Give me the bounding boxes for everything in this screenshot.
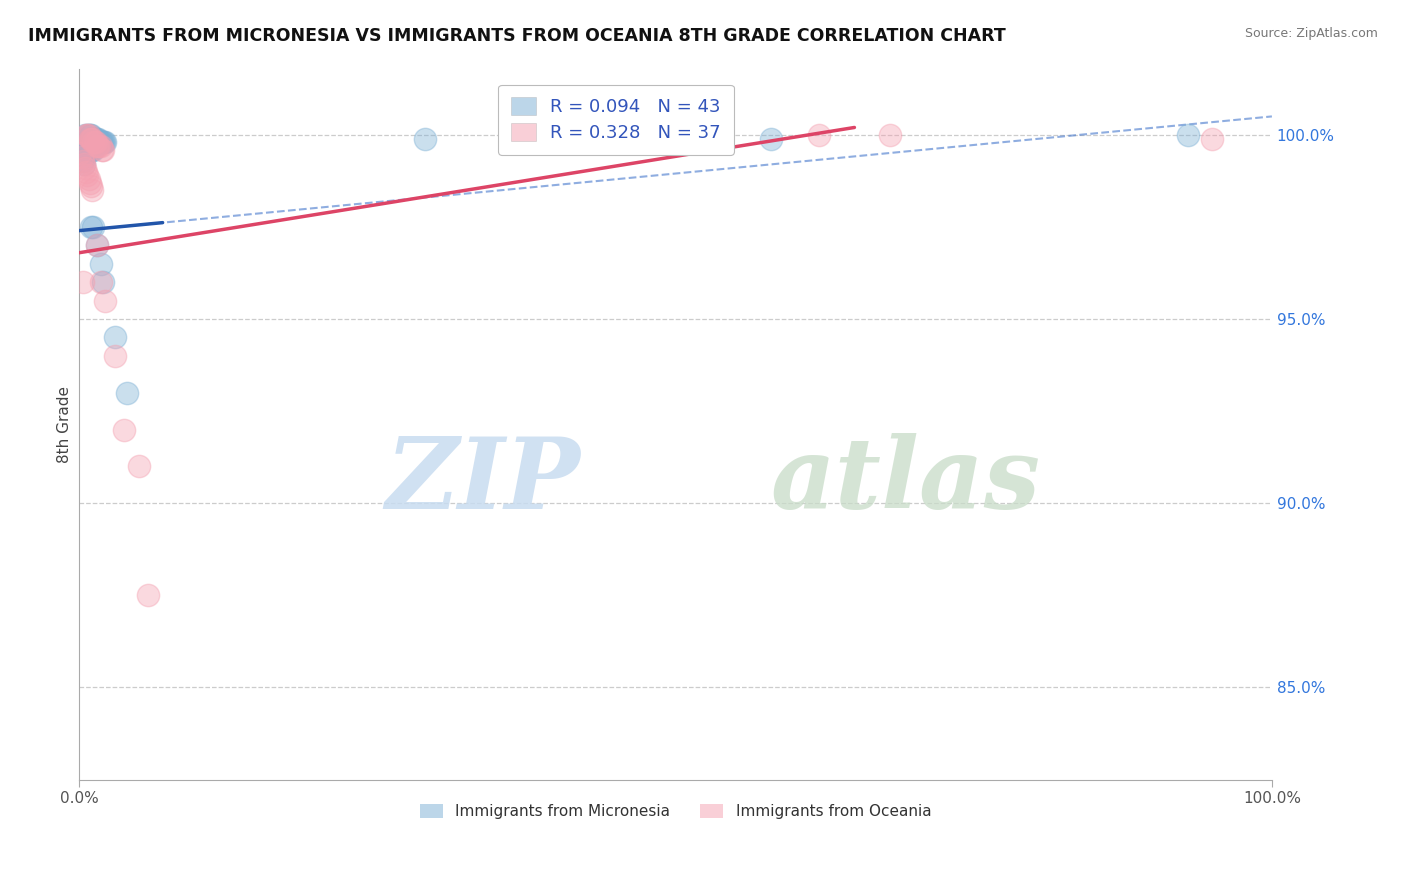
Point — [72, 139, 94, 153]
Point — [75, 161, 97, 175]
Point — [75, 128, 97, 142]
Text: atlas: atlas — [770, 433, 1040, 529]
Point — [91, 143, 114, 157]
Point — [104, 330, 127, 344]
Point — [82, 131, 104, 145]
Point — [82, 143, 104, 157]
Point — [79, 131, 101, 145]
Point — [69, 146, 91, 161]
Point — [82, 219, 104, 234]
Point — [128, 459, 150, 474]
Point — [82, 131, 104, 145]
Point — [91, 275, 114, 289]
Point — [89, 135, 111, 149]
Point — [77, 128, 100, 142]
Point — [879, 128, 901, 142]
Text: Source: ZipAtlas.com: Source: ZipAtlas.com — [1244, 27, 1378, 40]
Point — [94, 293, 117, 308]
Point — [104, 349, 127, 363]
Point — [413, 131, 436, 145]
Point — [90, 135, 112, 149]
Point — [77, 172, 100, 186]
Point — [75, 164, 97, 178]
Point — [83, 131, 105, 145]
Point — [136, 588, 159, 602]
Point — [70, 150, 93, 164]
Point — [82, 183, 104, 197]
Point — [90, 257, 112, 271]
Point — [86, 238, 108, 252]
Point — [114, 423, 136, 437]
Point — [80, 219, 103, 234]
Point — [72, 146, 94, 161]
Legend: Immigrants from Micronesia, Immigrants from Oceania: Immigrants from Micronesia, Immigrants f… — [413, 797, 938, 825]
Point — [87, 139, 110, 153]
Point — [82, 131, 104, 145]
Point — [90, 135, 112, 149]
Text: IMMIGRANTS FROM MICRONESIA VS IMMIGRANTS FROM OCEANIA 8TH GRADE CORRELATION CHAR: IMMIGRANTS FROM MICRONESIA VS IMMIGRANTS… — [28, 27, 1005, 45]
Point — [77, 143, 100, 157]
Point — [86, 131, 108, 145]
Point — [807, 128, 830, 142]
Point — [76, 128, 98, 142]
Point — [91, 135, 114, 149]
Point — [77, 128, 100, 142]
Point — [93, 135, 115, 149]
Point — [115, 385, 138, 400]
Point — [86, 139, 108, 153]
Point — [76, 143, 98, 157]
Point — [70, 153, 93, 168]
Point — [72, 153, 94, 168]
Point — [79, 176, 101, 190]
Point — [70, 139, 93, 153]
Point — [76, 128, 98, 142]
Point — [82, 135, 104, 149]
Y-axis label: 8th Grade: 8th Grade — [58, 385, 72, 463]
Point — [80, 143, 103, 157]
Point — [86, 238, 108, 252]
Point — [75, 143, 97, 157]
Point — [89, 139, 111, 153]
Point — [80, 131, 103, 145]
Point — [80, 179, 103, 194]
Point — [79, 143, 101, 157]
Point — [84, 131, 107, 145]
Point — [90, 143, 112, 157]
Point — [87, 131, 110, 145]
Point — [90, 139, 112, 153]
Point — [73, 157, 96, 171]
Point — [73, 139, 96, 153]
Point — [82, 143, 104, 157]
Point — [69, 139, 91, 153]
Point — [1177, 128, 1199, 142]
Point — [759, 131, 782, 145]
Point — [84, 135, 107, 149]
Point — [80, 128, 103, 142]
Point — [72, 275, 94, 289]
Point — [76, 169, 98, 183]
Point — [75, 128, 97, 142]
Point — [72, 153, 94, 168]
Point — [79, 128, 101, 142]
Point — [94, 135, 117, 149]
Text: ZIP: ZIP — [385, 433, 581, 529]
Point — [73, 157, 96, 171]
Point — [90, 275, 112, 289]
Point — [83, 135, 105, 149]
Point — [1201, 131, 1223, 145]
Point — [75, 143, 97, 157]
